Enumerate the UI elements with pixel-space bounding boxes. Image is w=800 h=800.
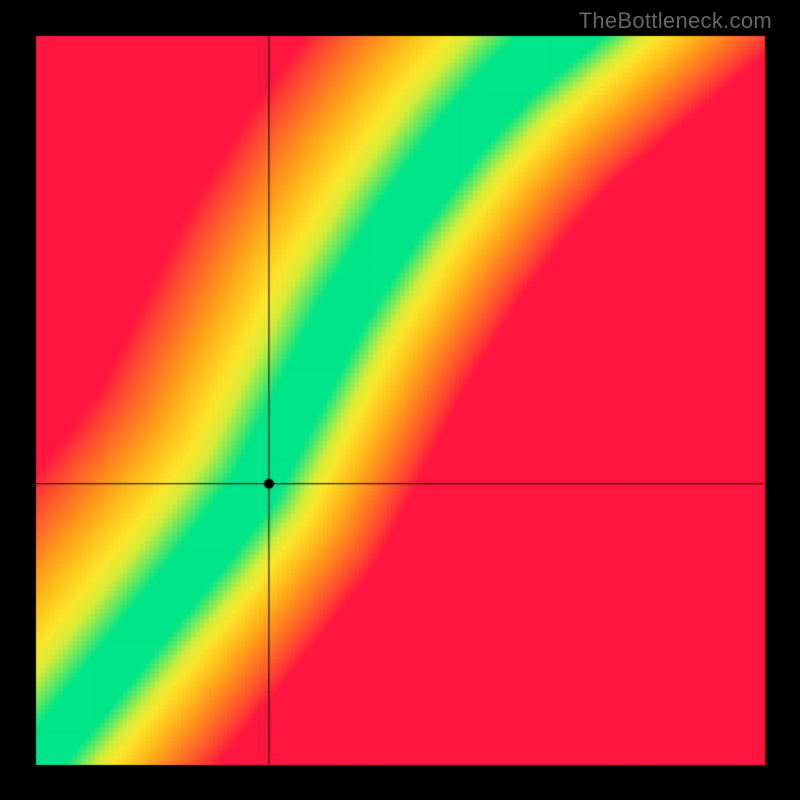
chart-container: { "watermark": { "text": "TheBottleneck.… bbox=[0, 0, 800, 800]
bottleneck-heatmap bbox=[0, 0, 800, 800]
watermark-label: TheBottleneck.com bbox=[579, 8, 772, 34]
